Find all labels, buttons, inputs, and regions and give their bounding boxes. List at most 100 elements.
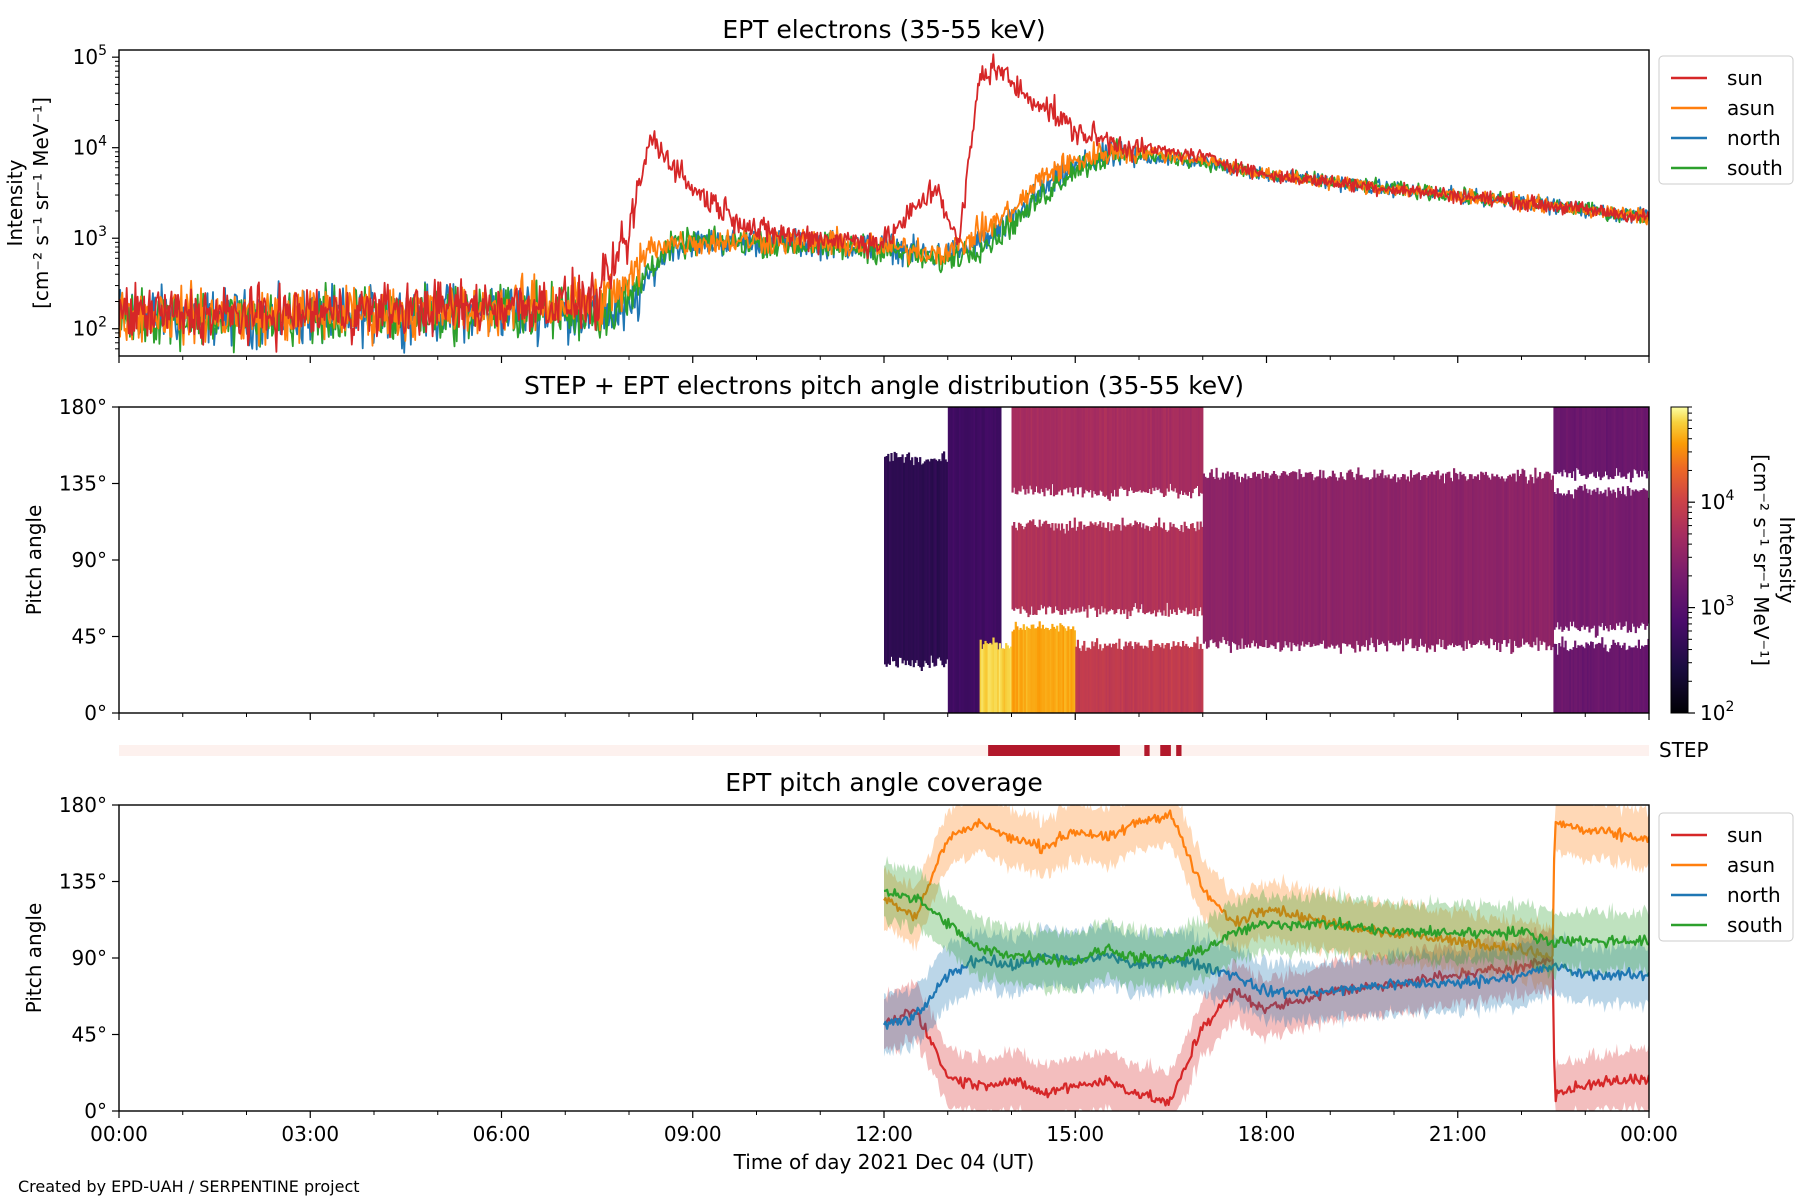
- heatmap-cell: [1083, 407, 1086, 494]
- heatmap-cell: [919, 457, 922, 668]
- heatmap-cell: [912, 465, 915, 668]
- heatmap-cell: [1539, 472, 1542, 641]
- heatmap-cell: [1142, 648, 1145, 713]
- heatmap-cell: [1097, 649, 1100, 713]
- heatmap-cell: [1575, 407, 1578, 469]
- heatmap-cell: [1276, 475, 1279, 643]
- y-tick-label: 103: [73, 224, 107, 250]
- heatmap-cell: [1413, 475, 1416, 649]
- heatmap-cell: [1631, 647, 1634, 713]
- credit-text: Created by EPD-UAH / SERPENTINE project: [18, 1177, 360, 1196]
- heatmap-cell: [1021, 629, 1024, 713]
- heatmap-cell: [1484, 471, 1487, 646]
- heatmap-cell: [1198, 649, 1201, 713]
- heatmap-cell: [1170, 526, 1174, 614]
- heatmap-cell: [1644, 489, 1647, 630]
- heatmap-cell: [1096, 638, 1099, 713]
- heatmap-cell: [1051, 407, 1054, 485]
- heatmap-cell: [1166, 407, 1169, 489]
- heatmap-cell: [1547, 471, 1550, 647]
- heatmap-cell: [1185, 643, 1188, 713]
- heatmap-cell: [1078, 521, 1081, 613]
- heatmap-cell: [1049, 527, 1052, 608]
- heatmap-cell: [1059, 623, 1062, 713]
- heatmap-cell: [1464, 476, 1467, 642]
- heatmap-cell: [1432, 474, 1435, 646]
- heatmap-cell: [1194, 531, 1197, 608]
- heatmap-cell: [1613, 407, 1617, 477]
- heatmap-cell: [1617, 642, 1620, 713]
- heatmap-cell: [959, 407, 962, 713]
- heatmap-cell: [1504, 481, 1507, 640]
- heatmap-cell: [1070, 629, 1073, 713]
- heatmap-cell: [1172, 523, 1175, 610]
- heatmap-cell: [1057, 523, 1060, 612]
- heatmap-cell: [1030, 407, 1033, 490]
- heatmap-cell: [1585, 488, 1588, 627]
- heatmap-cell: [1051, 623, 1054, 713]
- heatmap-cell: [1492, 476, 1495, 646]
- heatmap-cell: [1387, 474, 1390, 641]
- heatmap-cell: [1011, 525, 1014, 610]
- heatmap-cell: [1170, 646, 1174, 713]
- heatmap-cell: [963, 407, 966, 713]
- heatmap-cell: [1229, 472, 1232, 653]
- heatmap-cell: [1555, 407, 1558, 475]
- heatmap-cell: [1180, 525, 1183, 613]
- heatmap-cell: [1596, 487, 1599, 636]
- heatmap-cell: [1054, 523, 1057, 607]
- heatmap-cell: [1590, 641, 1593, 713]
- heatmap-cell: [1327, 477, 1330, 647]
- heatmap-cell: [1059, 530, 1062, 615]
- heatmap-cell: [1510, 476, 1513, 654]
- heatmap-cell: [1403, 474, 1406, 639]
- heatmap-cell: [888, 461, 891, 665]
- heatmap-cell: [1175, 645, 1178, 713]
- heatmap-cell: [1623, 494, 1626, 627]
- heatmap-cell: [1016, 626, 1019, 713]
- step-segment: [988, 745, 1120, 756]
- heatmap-cell: [1354, 479, 1357, 653]
- heatmap-cell: [1626, 407, 1629, 474]
- heatmap-cell: [1038, 621, 1041, 713]
- heatmap-cell: [1092, 646, 1095, 713]
- heatmap-cell: [1102, 522, 1105, 613]
- heatmap-cell: [1621, 486, 1625, 627]
- heatmap-cell: [1127, 407, 1130, 492]
- heatmap-cell: [1113, 407, 1116, 490]
- y-tick-label: 180°: [59, 395, 107, 419]
- heatmap-cell: [981, 648, 984, 713]
- heatmap-cell: [1580, 407, 1583, 476]
- heatmap-cell: [1570, 649, 1574, 713]
- heatmap-cell: [1078, 648, 1081, 713]
- heatmap-cell: [979, 407, 983, 713]
- heatmap-cell: [1293, 471, 1296, 646]
- heatmap-cell: [1625, 496, 1628, 622]
- heatmap-cell: [1178, 407, 1181, 495]
- heatmap-cell: [997, 649, 1000, 713]
- heatmap-cell: [1045, 520, 1048, 615]
- heatmap-cell: [1094, 522, 1097, 611]
- heatmap-cell: [1107, 645, 1110, 713]
- heatmap-cell: [1145, 525, 1148, 613]
- heatmap-cell: [1586, 493, 1589, 627]
- heatmap-cell: [935, 459, 938, 666]
- heatmap-cell: [1194, 407, 1197, 488]
- heatmap-cell: [1190, 646, 1193, 713]
- heatmap-cell: [1043, 521, 1046, 607]
- y-tick-label: 105: [73, 43, 107, 69]
- heatmap-cell: [1567, 651, 1570, 713]
- panel3-y-axis: 0° 45° 90° 135° 180°: [59, 793, 119, 1123]
- heatmap-cell: [1378, 475, 1381, 645]
- heatmap-cell: [1116, 407, 1119, 497]
- heatmap-cell: [1511, 473, 1515, 653]
- heatmap-cell: [1060, 523, 1064, 615]
- panel2-x-axis: [118, 713, 1650, 720]
- heatmap-cell: [1175, 407, 1178, 493]
- heatmap-cell: [1016, 530, 1019, 610]
- heatmap-cell: [1325, 478, 1328, 649]
- heatmap-cell: [1030, 521, 1033, 607]
- heatmap-cell: [1083, 524, 1086, 612]
- heatmap-cell: [1110, 647, 1113, 713]
- heatmap-cell: [1577, 487, 1580, 630]
